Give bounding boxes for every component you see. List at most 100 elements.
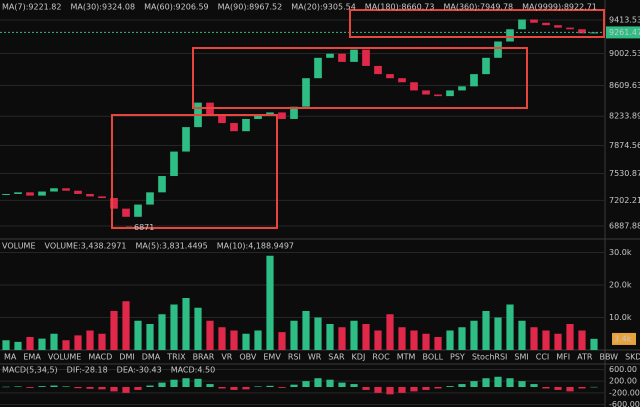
indicator-tab[interactable]: ROC bbox=[372, 353, 390, 362]
indicator-tab[interactable]: ATR bbox=[577, 353, 593, 362]
bar bbox=[362, 324, 370, 350]
indicator-tab[interactable]: BBW bbox=[599, 353, 618, 362]
candle bbox=[374, 65, 382, 75]
bar bbox=[98, 333, 106, 350]
bar bbox=[530, 384, 538, 387]
indicator-tab[interactable]: SKDJ bbox=[625, 353, 640, 362]
bar bbox=[86, 330, 94, 350]
legend-label: MA(10):4,188.9497 bbox=[217, 242, 294, 251]
candle bbox=[170, 151, 178, 177]
bar bbox=[158, 382, 166, 387]
bar bbox=[350, 320, 358, 350]
indicator-tab[interactable]: DMA bbox=[142, 353, 161, 362]
indicator-tab[interactable]: WR bbox=[308, 353, 322, 362]
candle bbox=[350, 49, 358, 62]
bar bbox=[74, 335, 82, 350]
y-tick-label: 8233.89 bbox=[609, 112, 640, 121]
bar bbox=[182, 298, 190, 350]
indicator-tab[interactable]: BOLL bbox=[422, 353, 443, 362]
indicator-tab[interactable]: TRIX bbox=[166, 353, 186, 362]
y-tick-label: 200.00 bbox=[609, 377, 637, 386]
indicator-tab[interactable]: StochRSI bbox=[472, 353, 508, 362]
bar bbox=[278, 332, 286, 350]
bar bbox=[242, 333, 250, 350]
bar bbox=[386, 387, 394, 395]
bar bbox=[326, 379, 334, 387]
candle bbox=[50, 188, 58, 192]
bar bbox=[254, 386, 262, 387]
bar bbox=[482, 311, 490, 350]
bar bbox=[434, 387, 442, 389]
highlight-box bbox=[111, 114, 278, 229]
candle bbox=[326, 53, 334, 58]
indicator-tab[interactable]: CCI bbox=[536, 353, 550, 362]
indicator-tab[interactable]: VOLUME bbox=[48, 353, 82, 362]
bar bbox=[86, 387, 94, 389]
bar bbox=[470, 381, 478, 387]
candle bbox=[470, 74, 478, 87]
bar bbox=[62, 386, 70, 387]
bar bbox=[338, 327, 346, 350]
indicator-tab[interactable]: SMI bbox=[514, 353, 528, 362]
bar bbox=[302, 311, 310, 350]
candle bbox=[98, 196, 106, 199]
bar bbox=[194, 307, 202, 350]
bar bbox=[326, 324, 334, 350]
legend-label: MA(60):9206.59 bbox=[144, 3, 209, 12]
highlight-box bbox=[349, 9, 605, 38]
indicator-tab[interactable]: SAR bbox=[328, 353, 345, 362]
bar bbox=[374, 387, 382, 393]
low-label: 6871 bbox=[134, 223, 154, 232]
bar bbox=[194, 378, 202, 387]
bar bbox=[362, 387, 370, 390]
candle bbox=[398, 78, 406, 83]
candle bbox=[566, 27, 574, 30]
indicator-tab[interactable]: MACD bbox=[88, 353, 112, 362]
candle bbox=[62, 188, 70, 191]
indicator-tab[interactable]: MA bbox=[4, 353, 17, 362]
bar bbox=[458, 384, 466, 387]
indicator-tab[interactable]: DMI bbox=[119, 353, 134, 362]
y-tick-label: 7530.87 bbox=[609, 169, 640, 178]
bar bbox=[230, 330, 238, 350]
legend-label: DEA:-30.43 bbox=[117, 366, 162, 375]
bar bbox=[422, 333, 430, 350]
candle bbox=[506, 29, 514, 42]
bar bbox=[398, 387, 406, 393]
indicator-tab[interactable]: KDJ bbox=[352, 353, 366, 362]
bar bbox=[518, 381, 526, 387]
candle bbox=[266, 112, 274, 115]
y-tick-label: 7874.56 bbox=[609, 141, 640, 150]
indicator-tab[interactable]: MFI bbox=[556, 353, 570, 362]
bar bbox=[146, 324, 154, 350]
indicator-tab[interactable]: RSI bbox=[288, 353, 301, 362]
bar bbox=[494, 376, 502, 387]
y-tick-label: 20.0k bbox=[609, 281, 632, 290]
bar bbox=[566, 324, 574, 350]
volume-tag bbox=[612, 332, 636, 345]
bar bbox=[446, 386, 454, 387]
candle bbox=[314, 57, 322, 79]
candle bbox=[290, 106, 298, 119]
bar bbox=[506, 304, 514, 350]
indicator-tab[interactable]: EMA bbox=[23, 353, 41, 362]
candle bbox=[218, 114, 226, 124]
candle bbox=[158, 176, 166, 193]
indicator-tab[interactable]: PSY bbox=[450, 353, 465, 362]
bar bbox=[458, 327, 466, 350]
bar bbox=[146, 385, 154, 387]
candle bbox=[446, 90, 454, 97]
candle bbox=[2, 193, 10, 195]
indicator-tab[interactable]: MTM bbox=[397, 353, 416, 362]
last-price-tag bbox=[606, 26, 640, 39]
y-tick-label: 8609.63 bbox=[609, 81, 640, 90]
indicator-tab[interactable]: BRAR bbox=[193, 353, 215, 362]
indicator-tab[interactable]: OBV bbox=[239, 353, 257, 362]
candle bbox=[254, 114, 262, 119]
bar bbox=[338, 382, 346, 387]
indicator-tab[interactable]: VR bbox=[221, 353, 232, 362]
indicator-tab[interactable]: EMV bbox=[263, 353, 281, 362]
bar bbox=[110, 387, 118, 392]
y-tick-label: 600.00 bbox=[609, 365, 637, 374]
bar bbox=[158, 314, 166, 350]
